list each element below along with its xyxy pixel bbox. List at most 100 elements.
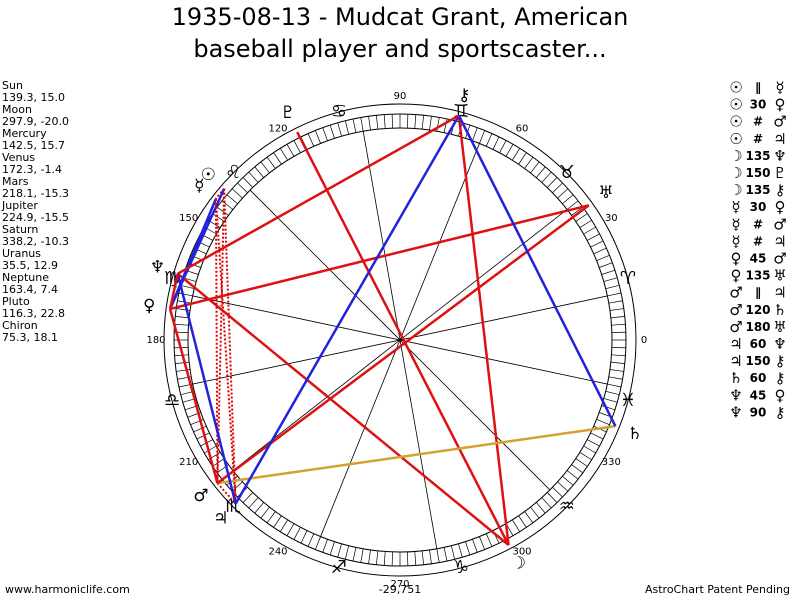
aspect-to: ♂ [773,113,786,131]
zodiac-sign: ♒ [559,496,575,517]
aspect-type: 45 [750,388,767,402]
aspect-type: 30 [750,98,767,112]
ring-tick [579,452,592,461]
aspect-from: ♂ [729,301,742,319]
aspect-from: ☉ [729,130,742,148]
aspect-type: 45 [750,252,767,266]
ring-tick [368,549,371,564]
ring-tick [607,383,622,388]
ring-tick [300,530,308,544]
ring-tick [360,117,364,132]
ring-tick [505,144,514,157]
aspect-from: ☽ [729,164,742,182]
ring-tick [603,277,618,282]
ring-tick [465,541,471,556]
ring-tick [485,133,493,147]
zodiac-sign: ♈ [620,268,636,289]
ring-tick [254,502,264,514]
ring-tick [566,200,579,210]
ring-tick [583,226,596,235]
aspect-to: ♅ [773,267,786,285]
planet-glyph: ♅ [598,183,613,203]
aspect-line [234,114,460,505]
aspect-type: 120 [745,303,770,317]
ring-tick [575,458,588,467]
aspect-from: ♆ [729,386,742,404]
planet-glyph: ☉ [201,165,216,185]
aspect-to: ♃ [773,284,786,302]
ring-tick [593,247,607,255]
ring-tick [293,140,301,153]
planet-name: Venus [2,151,35,164]
aspect-from: ♃ [729,335,742,353]
aspect-from: ☽ [729,147,742,165]
planet-glyph: ♄ [627,424,642,444]
degree-label: 180 [146,335,165,346]
ring-tick [605,390,620,396]
degree-label: 120 [268,124,287,135]
ring-tick [571,464,584,474]
ring-tick [248,171,259,183]
aspect-from: ♀ [731,250,742,268]
ring-tick [315,130,321,144]
ring-tick [587,233,600,241]
ring-tick [566,470,579,480]
aspect-type: # [753,217,763,231]
ring-tick [530,506,540,519]
degree-label: 0 [641,335,647,346]
aspect-line [168,198,218,310]
aspect-from: ♂ [729,318,742,336]
planet-position: 35.5, 12.9 [2,259,58,272]
aspect-line [223,188,237,504]
ring-tick [286,523,295,536]
ring-tick [603,398,618,403]
aspect-to: ♀ [775,198,786,216]
aspect-type: ∥ [755,81,761,95]
ring-tick [352,547,357,562]
aspect-type: 60 [750,337,767,351]
footer-note: AstroChart Patent Pending [645,583,790,596]
ring-tick [175,361,190,364]
aspect-from: ♃ [729,352,742,370]
ring-tick [552,487,563,498]
planet-position: 116.3, 22.8 [2,307,65,320]
ring-tick [607,292,622,297]
ring-tick [180,284,195,290]
aspect-line [214,198,237,504]
planet-glyph: ☽ [511,554,526,574]
ring-tick [512,519,521,532]
ring-tick [414,551,417,566]
degree-label: 330 [602,457,621,468]
planet-glyph: ♇ [280,103,295,123]
aspect-line [168,273,179,310]
aspect-type: 150 [745,354,770,368]
planet-position: 297.9, -20.0 [2,115,69,128]
ring-tick [273,152,282,165]
zodiac-sign: ♐ [331,557,347,578]
ring-tick [605,284,620,290]
planet-position: 338.2, -10.3 [2,235,69,248]
footer-number: -29,751 [379,583,421,596]
ring-tick [518,515,527,528]
planet-name: Chiron [2,319,38,332]
ring-tick [458,543,463,558]
planet-name: Saturn [2,223,38,236]
zodiac-sign: ♑ [453,557,469,578]
aspect-from: ☉ [729,113,742,131]
planet-position: 218.1, -15.3 [2,187,69,200]
ring-tick [231,481,243,492]
planet-name: Uranus [2,247,41,260]
ring-tick [337,543,342,558]
degree-label: 90 [394,91,407,102]
title: baseball player and sportscaster... [193,35,606,63]
ring-tick [492,136,500,150]
aspect-type: 30 [750,200,767,214]
aspect-line [216,204,590,485]
ring-tick [479,130,485,144]
degree-label: 300 [512,546,531,557]
ring-tick [376,550,379,565]
ring-tick [601,405,616,411]
degree-label: 30 [605,213,618,224]
ring-tick [552,182,563,193]
planet-position: 163.4, 7.4 [2,283,58,296]
